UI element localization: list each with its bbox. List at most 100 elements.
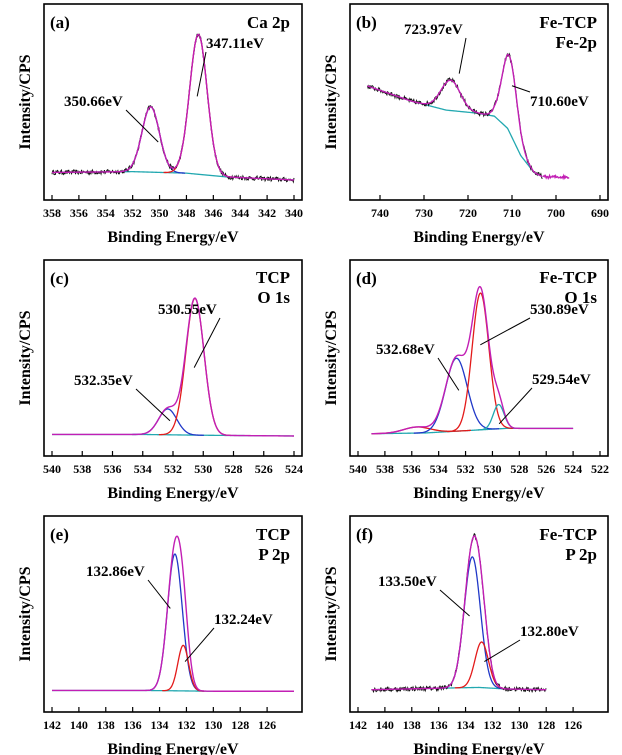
annotation-leader	[439, 589, 470, 617]
x-tick-label: 358	[43, 206, 61, 220]
x-tick-label: 710	[503, 206, 521, 220]
plot-frame	[43, 515, 303, 713]
annotation-leader	[511, 85, 531, 93]
x-axis-label: Binding Energy/eV	[413, 485, 545, 502]
x-tick-label: 138	[97, 718, 115, 732]
y-axis-label: Intensity/CPS	[323, 54, 340, 149]
x-tick-label: 526	[537, 462, 555, 476]
fit-peak-curve	[413, 357, 500, 434]
fit-peak-curve	[163, 33, 233, 178]
panel-d: 540 538 536 534 532 530 528 526 524 522 Binding En…	[323, 259, 609, 502]
panel-title: TCP	[256, 268, 290, 287]
x-tick-label: 350	[151, 206, 169, 220]
fit-peak-curve	[162, 644, 205, 692]
peak-annotation: 530.89eV	[530, 302, 589, 318]
peak-annotation: 532.35eV	[74, 373, 133, 389]
raw-data-curve	[371, 532, 547, 694]
fit-peak-curve	[447, 292, 514, 433]
x-tick-label: 136	[124, 718, 142, 732]
panel-title: O 1s	[564, 288, 597, 307]
panel-c: 540 538 536 534 532 530 528 526 524 Binding Energ…	[17, 259, 303, 502]
x-tick-label: 690	[591, 206, 609, 220]
fit-peak-curve	[131, 408, 204, 436]
x-tick-label: 720	[459, 206, 477, 220]
peak-annotation: 132.86eV	[86, 564, 145, 580]
panel-title: Ca 2p	[247, 13, 290, 32]
annotation-leader	[484, 639, 521, 663]
annotation-leader	[135, 388, 171, 422]
x-tick-label: 534	[134, 462, 152, 476]
x-tick-label: 700	[547, 206, 565, 220]
x-tick-label: 342	[258, 206, 276, 220]
x-tick-label: 354	[97, 206, 115, 220]
y-axis-label: Intensity/CPS	[17, 54, 34, 149]
raw-data-curve	[366, 52, 543, 180]
y-axis-label: Intensity/CPS	[323, 310, 340, 405]
x-tick-label: 524	[285, 462, 303, 476]
fit-peak-curve	[145, 553, 204, 692]
panel-label: (b)	[356, 13, 377, 32]
peak-annotation: 132.24eV	[214, 612, 273, 628]
x-tick-label: 536	[403, 462, 421, 476]
envelope-tail	[542, 173, 570, 181]
x-tick-label: 128	[537, 718, 555, 732]
x-tick-label: 134	[151, 718, 169, 732]
x-tick-label: 740	[371, 206, 389, 220]
x-tick-label: 352	[124, 206, 142, 220]
x-tick-label: 128	[231, 718, 249, 732]
panel-label: (c)	[50, 269, 69, 288]
x-tick-label: 126	[258, 718, 276, 732]
x-tick-label: 142	[43, 718, 61, 732]
x-tick-label: 132	[483, 718, 501, 732]
panel-e: 142 140 138 136 134 132 130 128 126 Binding Energ…	[17, 515, 303, 755]
plot-frame	[349, 3, 609, 201]
peak-annotation: 532.68eV	[376, 342, 435, 358]
x-tick-label: 530	[483, 462, 501, 476]
x-tick-label: 532	[164, 462, 182, 476]
annotation-leader	[437, 357, 460, 391]
x-tick-label: 142	[349, 718, 367, 732]
panel-title: Fe-2p	[555, 33, 597, 52]
raw-data-curve	[51, 33, 295, 184]
panel-title: Fe-TCP	[539, 13, 597, 32]
x-tick-label: 540	[43, 462, 61, 476]
peak-annotation: 132.80eV	[520, 624, 579, 640]
annotation-leader	[480, 317, 531, 346]
x-tick-label: 540	[349, 462, 367, 476]
x-tick-label: 344	[231, 206, 249, 220]
x-tick-label: 346	[204, 206, 222, 220]
x-tick-label: 134	[457, 718, 475, 732]
peak-annotation: 530.55eV	[158, 302, 217, 318]
annotation-leader	[184, 627, 215, 662]
x-tick-label: 538	[73, 462, 91, 476]
x-tick-label: 140	[376, 718, 394, 732]
x-tick-label: 730	[415, 206, 433, 220]
envelope-curve	[371, 285, 574, 435]
panel-f: 142 140 138 136 134 132 130 128 126 Binding Energ…	[323, 515, 609, 755]
x-axis-label: Binding Energy/eV	[107, 485, 239, 502]
x-tick-label: 534	[430, 462, 448, 476]
annotation-leader	[147, 579, 171, 609]
x-tick-label: 138	[403, 718, 421, 732]
panel-title: P 2p	[565, 545, 597, 564]
envelope-curve	[52, 297, 295, 437]
fit-peak-curve	[454, 641, 509, 690]
annotation-leader	[458, 37, 467, 74]
envelope-curve	[371, 535, 547, 691]
panel-a: 358 356 354 352 350 348 346 344 342 340 Binding En…	[17, 3, 303, 246]
panel-title: TCP	[256, 525, 290, 544]
annotation-leader	[498, 387, 533, 425]
peak-annotation: 133.50eV	[378, 574, 437, 590]
panel-label: (d)	[356, 269, 377, 288]
peak-annotation: 347.11eV	[206, 36, 264, 52]
plot-frame	[43, 3, 303, 201]
peak-annotation: 350.66eV	[64, 94, 123, 110]
peak-annotation: 710.60eV	[530, 94, 589, 110]
plot-frame	[349, 259, 609, 457]
x-tick-label: 532	[457, 462, 475, 476]
x-tick-label: 536	[104, 462, 122, 476]
x-tick-label: 530	[194, 462, 212, 476]
annotation-leader	[193, 317, 221, 368]
x-tick-label: 348	[177, 206, 195, 220]
x-tick-label: 132	[177, 718, 195, 732]
